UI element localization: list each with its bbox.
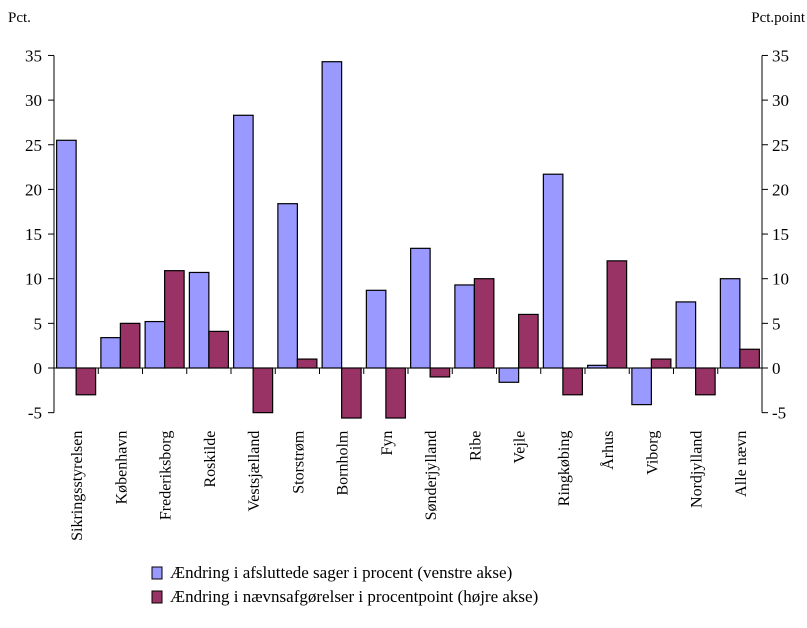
bar-series1-0	[56, 139, 77, 369]
bar-series2-0	[75, 367, 97, 396]
bar-series1-9	[454, 284, 475, 369]
category-label: Nordjylland	[689, 431, 706, 508]
right-tick-label: 35	[772, 46, 789, 65]
category-label: Alle nævn	[733, 431, 750, 497]
legend-swatch-1	[151, 566, 163, 580]
bar-series2-9	[473, 278, 495, 369]
category-label: Frederiksborg	[158, 431, 175, 520]
category-label: Vestsjælland	[246, 431, 263, 512]
legend-swatch-2	[151, 590, 163, 604]
category-label: Ribe	[467, 431, 484, 461]
bar-series2-7	[385, 367, 406, 419]
bar-series1-1	[100, 337, 121, 369]
legend-label-1: Ændring i afsluttede sager i procent (ve…	[170, 563, 512, 582]
right-tick-label: 20	[772, 180, 789, 199]
left-tick-label: 35	[25, 46, 42, 65]
category-label: Sønderjylland	[423, 431, 440, 521]
left-tick-label: 25	[25, 136, 42, 155]
bar-series2-2	[164, 270, 185, 369]
bar-series2-12	[606, 260, 628, 369]
bars	[56, 61, 760, 419]
bar-series1-11	[542, 173, 564, 369]
category-label: Sikringsstyrelsen	[69, 431, 86, 541]
bar-series1-8	[410, 247, 431, 369]
bar-series2-13	[650, 358, 672, 369]
bar-series2-3	[208, 330, 229, 369]
category-label: Bornholm	[335, 430, 352, 495]
bar-series1-6	[321, 61, 343, 369]
left-tick-label: 20	[25, 180, 42, 199]
bar-series1-13	[631, 367, 652, 406]
bar-series2-6	[341, 367, 362, 419]
bar-series2-5	[296, 358, 318, 369]
bar-series1-15	[719, 278, 741, 369]
category-label: Roskilde	[202, 431, 219, 488]
bar-series1-4	[233, 114, 254, 369]
bar-series1-2	[144, 320, 166, 369]
right-tick-label: 10	[772, 270, 789, 289]
right-tick-label: 5	[772, 314, 781, 333]
bar-series1-7	[365, 289, 387, 369]
bar-series2-1	[119, 322, 141, 369]
bar-series2-14	[695, 367, 716, 396]
category-labels: Sikringsstyrelsen København Frederiksborg R…	[69, 430, 750, 541]
bar-series2-15	[739, 348, 760, 369]
category-label: København	[113, 431, 130, 505]
bar-series1-12	[587, 364, 608, 369]
bar-series2-4	[252, 367, 274, 414]
bar-series1-3	[188, 271, 210, 369]
right-tick-label: 25	[772, 136, 789, 155]
category-label: Fyn	[379, 431, 396, 456]
left-axis-unit: Pct.	[8, 10, 31, 26]
legend: Ændring i afsluttede sager i procent (ve…	[151, 563, 538, 606]
category-label: Ringkøbing	[556, 431, 573, 507]
bar-series2-8	[429, 367, 451, 378]
right-axis-unit: Pct.point	[751, 10, 806, 26]
left-tick-label: -5	[28, 404, 42, 423]
left-tick-label: 5	[34, 314, 43, 333]
right-tick-label: -5	[772, 404, 786, 423]
bar-series1-10	[498, 367, 520, 383]
category-label: Århus	[599, 431, 617, 470]
bar-series2-10	[518, 313, 539, 369]
bar-series1-5	[277, 203, 298, 369]
left-tick-label: 0	[34, 359, 43, 378]
right-tick-label: 15	[772, 225, 789, 244]
left-tick-label: 30	[25, 91, 42, 110]
axes: -5 -5 0 0 5 5 10 10 15 15 20 20 25 25 30 30 35 35	[25, 46, 789, 422]
left-tick-label: 15	[25, 225, 42, 244]
bar-series1-14	[675, 301, 697, 369]
bar-series2-11	[562, 367, 583, 396]
category-label: Viborg	[644, 431, 661, 475]
right-tick-label: 0	[772, 359, 781, 378]
category-label: Vejle	[512, 431, 529, 464]
right-tick-label: 30	[772, 91, 789, 110]
legend-label-2: Ændring i nævnsafgørelser i procentpoint…	[170, 587, 538, 606]
category-label: Storstrøm	[290, 430, 307, 494]
left-tick-label: 10	[25, 270, 42, 289]
